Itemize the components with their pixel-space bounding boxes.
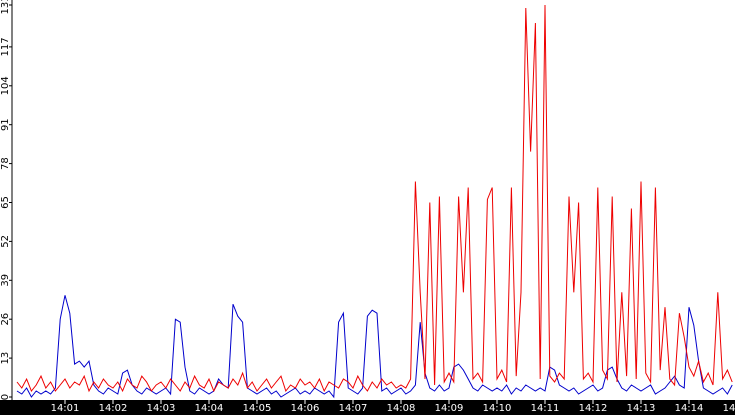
x-tick-label: 14:14: [675, 403, 704, 414]
x-tick-label: 14:15: [723, 403, 735, 414]
x-tick-label: 14:11: [531, 403, 560, 414]
x-tick-label: 14:08: [387, 403, 416, 414]
x-tick-label: 14:09: [435, 403, 464, 414]
y-tick-label: 91: [0, 118, 11, 131]
series-line: [16, 295, 733, 399]
x-tick-label: 14:13: [627, 403, 656, 414]
x-tick-label: 14:12: [579, 403, 608, 414]
y-tick-label: 26: [0, 313, 11, 326]
y-tick-label: 0: [0, 394, 11, 400]
x-tick-label: 14:01: [51, 403, 80, 414]
y-tick-label: 78: [0, 157, 11, 170]
x-axis-band: [0, 400, 735, 415]
y-tick-label: 131: [0, 0, 11, 15]
x-tick-label: 14:10: [483, 403, 512, 414]
x-tick-label: 14:04: [195, 403, 224, 414]
x-tick-label: 14:06: [291, 403, 320, 414]
y-tick-label: 65: [0, 196, 11, 209]
y-tick-label: 13: [0, 352, 11, 365]
x-tick-label: 14:03: [147, 403, 176, 414]
x-tick-label: 14:02: [99, 403, 128, 414]
y-tick-label: 104: [0, 76, 11, 95]
y-tick-label: 39: [0, 274, 11, 287]
y-tick-label: 52: [0, 235, 11, 248]
series-line: [16, 4, 733, 393]
y-tick-label: 117: [0, 37, 11, 56]
x-tick-label: 14:05: [243, 403, 272, 414]
x-tick-label: 14:07: [339, 403, 368, 414]
